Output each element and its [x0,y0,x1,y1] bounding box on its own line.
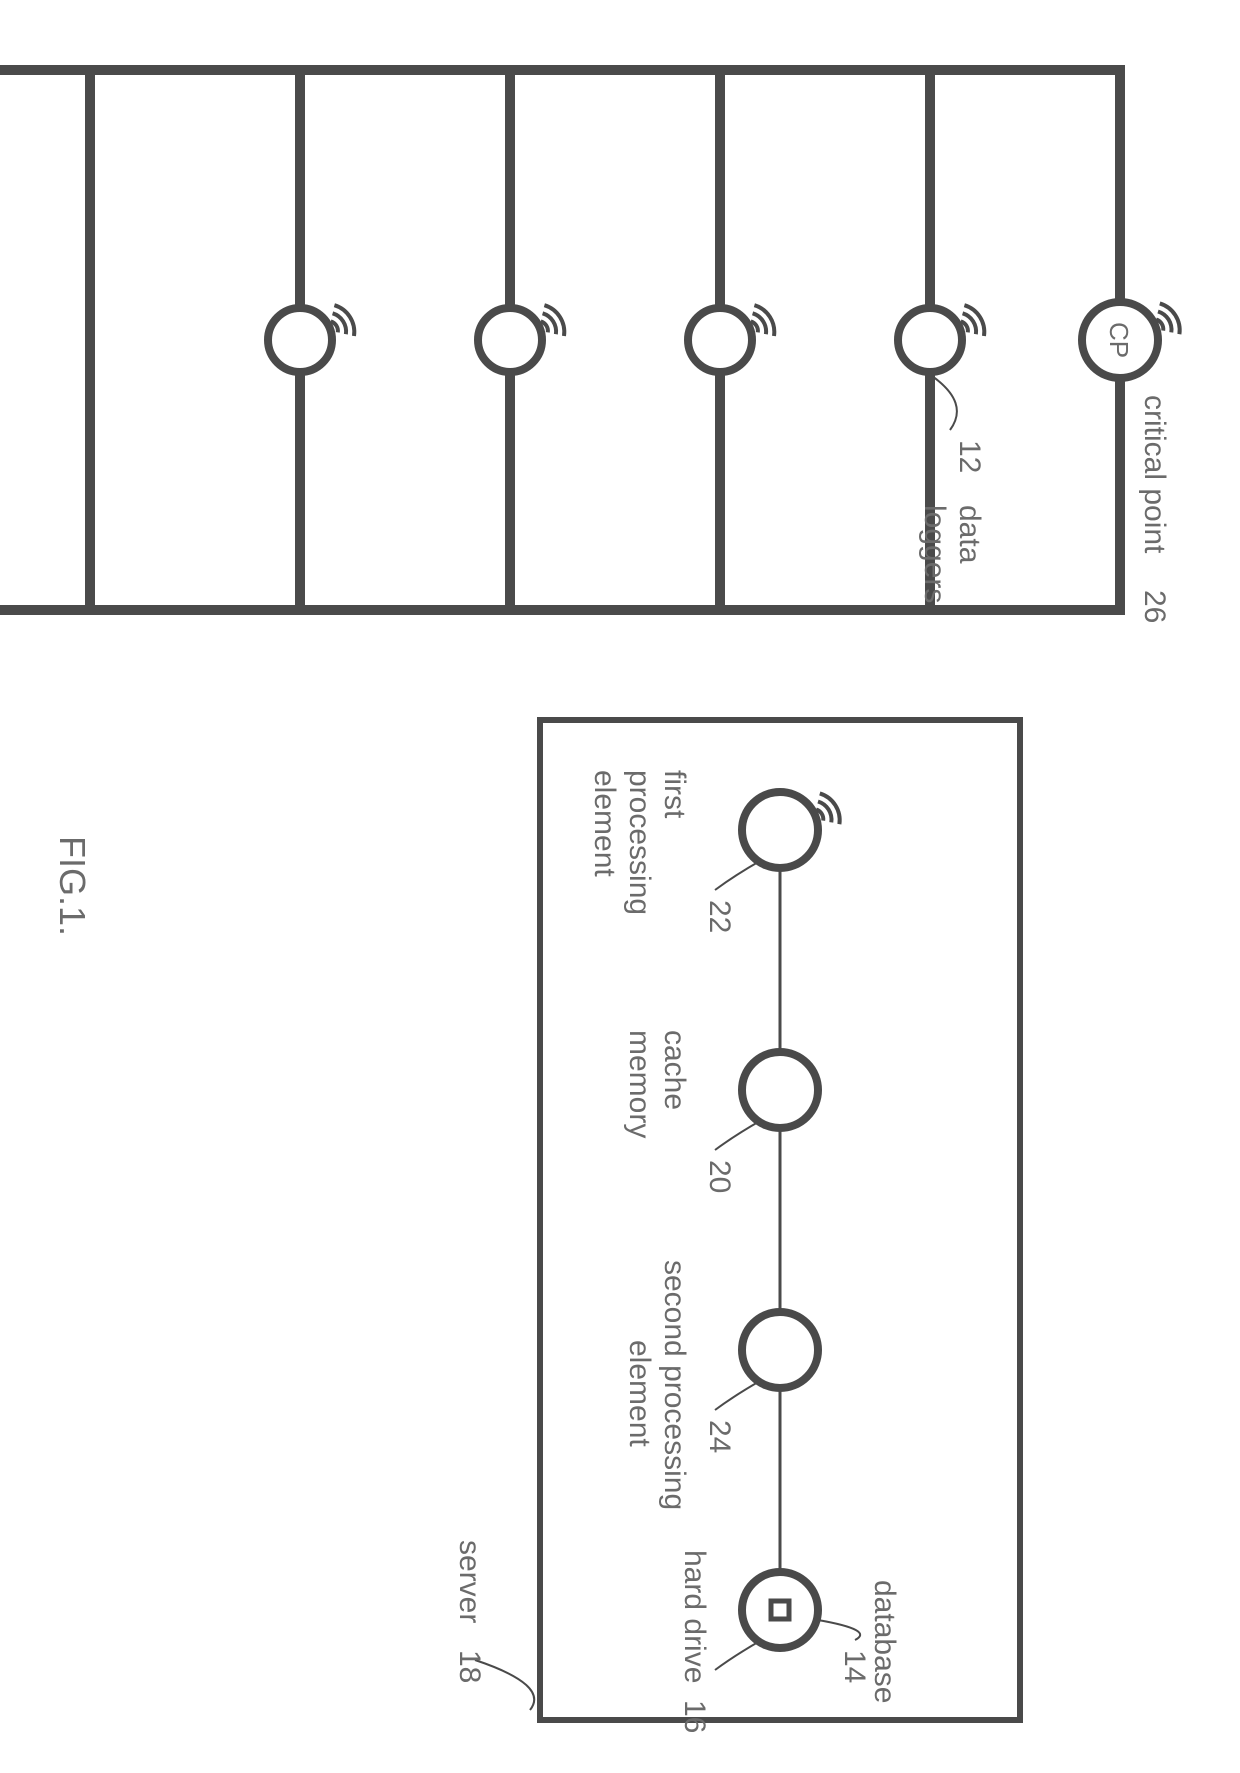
hard-drive-ref: 16 [678,1700,711,1733]
proc1-ref: 22 [703,900,736,933]
pipe-node-d1 [898,308,962,372]
data-loggers-label-2: loggers [918,505,951,603]
figure-label: FIG.1. [52,836,93,936]
cache-label-1: cache [658,1030,691,1110]
node-inner-label: CP [1104,322,1134,358]
proc2-label-1: second processing [658,1260,691,1510]
leader-line [715,1120,761,1150]
proc1-label-2: processing [623,770,656,915]
data-loggers-ref: 12 [953,440,986,473]
figure-diagram: CPcritical point2612dataloggers10pressur… [0,0,1240,1773]
leader-line [932,376,957,430]
server-ref: 18 [453,1650,486,1683]
server-node-proc2 [742,1312,818,1388]
server-label: server [453,1540,486,1623]
server-node-proc1 [742,792,818,868]
leader-line [818,1620,860,1640]
leader-line [715,1380,761,1410]
cache-ref: 20 [703,1160,736,1193]
critical-point-label: critical point [1138,395,1171,554]
database-ref: 14 [838,1650,871,1683]
leader-line [715,1640,761,1670]
proc1-label-1: first [658,770,691,819]
proc2-ref: 24 [703,1420,736,1453]
server-node-cache [742,1052,818,1128]
database-label: database [868,1580,901,1703]
hard-drive-label: hard drive [678,1550,711,1683]
cache-label-2: memory [623,1030,656,1138]
leader-line [715,860,761,890]
pipe-node-d2 [688,308,752,372]
proc2-label-2: element [623,1340,656,1447]
pipe-node-d4 [268,308,332,372]
proc1-label-3: element [588,770,621,877]
server-node-db [742,1572,818,1648]
pipe-node-d3 [478,308,542,372]
data-loggers-label-1: data [953,505,986,564]
critical-point-ref: 26 [1138,590,1171,623]
